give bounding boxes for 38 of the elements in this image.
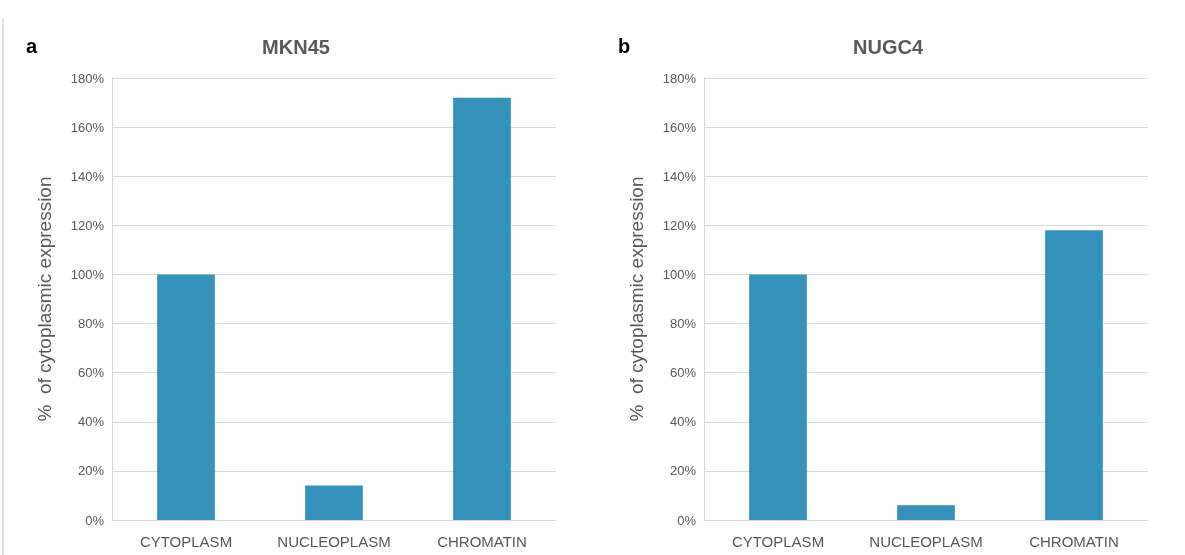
chart-title: NUGC4	[852, 36, 924, 58]
y-tick-label: 60%	[77, 365, 105, 381]
x-tick-label: CYTOPLASM	[731, 533, 825, 550]
y-tick-label: 160%	[662, 119, 697, 135]
x-tick-label: CHROMATIN	[437, 533, 527, 550]
y-tick-label: 180%	[662, 70, 697, 86]
y-tick-label: 80%	[77, 316, 105, 332]
y-tick-label: 160%	[70, 119, 105, 135]
y-axis-title: % of cytoplasmic expression	[626, 176, 647, 422]
y-tick-label: 0%	[85, 512, 105, 528]
y-tick-label: 140%	[662, 168, 697, 184]
text: a	[26, 35, 38, 57]
y-tick-label: 100%	[70, 266, 105, 282]
bar	[749, 274, 807, 520]
y-tick-label: 60%	[669, 365, 697, 381]
x-tick-label: NUCLEOPLASM	[869, 533, 983, 550]
y-tick-label: 120%	[70, 217, 105, 233]
y-tick-label: 100%	[662, 266, 697, 282]
bar	[453, 97, 511, 520]
y-tick-label: 40%	[669, 414, 697, 430]
bar	[897, 505, 955, 520]
y-tick-label: 180%	[70, 70, 105, 86]
y-tick-label: 20%	[669, 463, 697, 479]
bar	[157, 274, 215, 520]
y-tick-label: 120%	[662, 217, 697, 233]
text: b	[618, 35, 631, 57]
bar	[1045, 230, 1103, 520]
y-tick-label: 0%	[677, 512, 697, 528]
y-tick-label: 140%	[70, 168, 105, 184]
bar	[305, 485, 363, 520]
x-tick-label: NUCLEOPLASM	[277, 533, 391, 550]
y-tick-label: 20%	[77, 463, 105, 479]
y-tick-label: 40%	[77, 414, 105, 430]
chart-title: MKN45	[262, 36, 330, 58]
x-tick-label: CYTOPLASM	[139, 533, 233, 550]
y-tick-label: 80%	[669, 316, 697, 332]
x-tick-label: CHROMATIN	[1029, 533, 1119, 550]
y-axis-title: % of cytoplasmic expression	[34, 176, 55, 422]
